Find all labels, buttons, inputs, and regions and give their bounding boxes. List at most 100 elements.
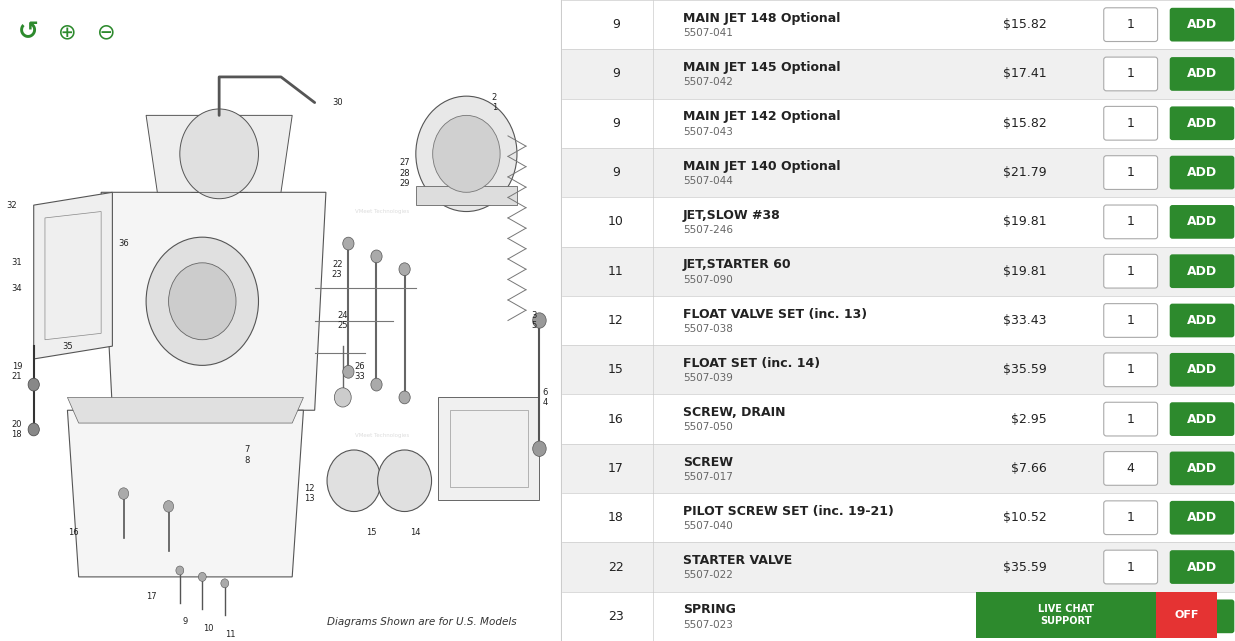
FancyBboxPatch shape — [1170, 403, 1234, 436]
Text: 10: 10 — [608, 215, 624, 228]
FancyBboxPatch shape — [1104, 599, 1157, 633]
FancyBboxPatch shape — [1104, 451, 1157, 485]
Polygon shape — [68, 397, 304, 423]
FancyBboxPatch shape — [1170, 550, 1234, 584]
Bar — [562, 247, 1235, 296]
Text: ⊕: ⊕ — [58, 22, 77, 42]
Text: VMeet Technologies: VMeet Technologies — [209, 209, 263, 214]
Text: 22: 22 — [608, 560, 624, 574]
Text: ADD: ADD — [1187, 215, 1216, 228]
FancyBboxPatch shape — [1104, 8, 1157, 42]
Circle shape — [221, 579, 228, 588]
FancyBboxPatch shape — [1170, 254, 1234, 288]
Circle shape — [163, 501, 174, 512]
Text: $17.41: $17.41 — [1003, 67, 1046, 81]
Text: VMeet Technologies: VMeet Technologies — [96, 209, 151, 214]
Text: 14: 14 — [410, 528, 421, 537]
Text: 1: 1 — [1126, 363, 1135, 376]
Circle shape — [199, 572, 206, 581]
Text: $3.29: $3.29 — [1011, 610, 1046, 623]
Text: 11: 11 — [225, 630, 236, 639]
Text: FLOAT VALVE SET (inc. 13): FLOAT VALVE SET (inc. 13) — [683, 308, 867, 320]
Text: 1: 1 — [1126, 314, 1135, 327]
Text: 22
23: 22 23 — [332, 260, 342, 279]
FancyBboxPatch shape — [1104, 254, 1157, 288]
Text: 15: 15 — [608, 363, 624, 376]
Text: 30: 30 — [332, 98, 342, 107]
Text: 5507-022: 5507-022 — [683, 570, 732, 580]
Text: ADD: ADD — [1187, 67, 1216, 81]
Circle shape — [146, 237, 258, 365]
Circle shape — [28, 423, 40, 436]
Bar — [976, 592, 1156, 638]
Text: VMeet Technologies: VMeet Technologies — [354, 209, 409, 214]
Text: ADD: ADD — [1187, 560, 1216, 574]
Text: OFF: OFF — [1174, 610, 1199, 620]
Text: ADD: ADD — [1187, 18, 1216, 31]
Text: 5507-038: 5507-038 — [683, 324, 732, 334]
Bar — [562, 592, 1235, 641]
Text: 2
1: 2 1 — [492, 93, 498, 112]
FancyBboxPatch shape — [1170, 599, 1234, 633]
Text: 9: 9 — [183, 617, 188, 626]
Text: ADD: ADD — [1187, 314, 1216, 327]
Bar — [562, 99, 1235, 148]
Text: 26
33: 26 33 — [354, 362, 366, 381]
Text: $35.59: $35.59 — [1003, 363, 1046, 376]
Text: 16: 16 — [68, 528, 78, 537]
FancyBboxPatch shape — [1104, 353, 1157, 387]
Text: VMeet Technologies: VMeet Technologies — [354, 433, 409, 438]
Circle shape — [532, 441, 546, 456]
Text: $10.52: $10.52 — [1003, 512, 1046, 524]
Text: 4: 4 — [1126, 462, 1135, 475]
Text: $2.95: $2.95 — [1010, 413, 1046, 426]
Text: 1: 1 — [1126, 67, 1135, 81]
Text: VMeet Technologies: VMeet Technologies — [451, 433, 505, 438]
Text: $35.59: $35.59 — [1003, 560, 1046, 574]
Bar — [562, 49, 1235, 99]
FancyBboxPatch shape — [1104, 205, 1157, 238]
Text: 5507-246: 5507-246 — [683, 225, 734, 235]
Text: 17: 17 — [147, 592, 157, 601]
Text: ADD: ADD — [1187, 512, 1216, 524]
Text: 15: 15 — [366, 528, 377, 537]
FancyBboxPatch shape — [1104, 106, 1157, 140]
Text: ADD: ADD — [1187, 166, 1216, 179]
Text: 9: 9 — [611, 67, 620, 81]
Text: 5507-042: 5507-042 — [683, 78, 732, 87]
Circle shape — [378, 450, 431, 512]
Circle shape — [343, 237, 354, 250]
Circle shape — [119, 488, 128, 499]
Text: 3
5: 3 5 — [531, 311, 536, 330]
Text: 5507-017: 5507-017 — [683, 472, 732, 482]
Text: $33.43: $33.43 — [1003, 314, 1046, 327]
Text: Diagrams Shown are for U.S. Models: Diagrams Shown are for U.S. Models — [326, 617, 516, 627]
Text: 31: 31 — [11, 258, 22, 267]
Text: 5507-044: 5507-044 — [683, 176, 732, 186]
Polygon shape — [68, 410, 304, 577]
Text: ADD: ADD — [1187, 117, 1216, 129]
Bar — [562, 444, 1235, 493]
Text: PILOT SCREW SET (inc. 19-21): PILOT SCREW SET (inc. 19-21) — [683, 505, 894, 518]
Polygon shape — [146, 115, 293, 192]
Text: 5507-023: 5507-023 — [683, 620, 732, 629]
FancyBboxPatch shape — [1170, 156, 1234, 190]
FancyBboxPatch shape — [1104, 403, 1157, 436]
Text: VMeet Technologies: VMeet Technologies — [96, 433, 151, 438]
Text: 6
4: 6 4 — [542, 388, 548, 407]
Circle shape — [399, 263, 410, 276]
Text: 18: 18 — [608, 512, 624, 524]
Circle shape — [175, 566, 184, 575]
Bar — [562, 296, 1235, 345]
FancyBboxPatch shape — [1170, 8, 1234, 42]
Text: MAIN JET 148 Optional: MAIN JET 148 Optional — [683, 12, 841, 25]
Text: SPRING: SPRING — [683, 603, 736, 617]
FancyBboxPatch shape — [1104, 57, 1157, 91]
Text: MAIN JET 145 Optional: MAIN JET 145 Optional — [683, 61, 841, 74]
Circle shape — [370, 250, 382, 263]
Text: FLOAT SET (inc. 14): FLOAT SET (inc. 14) — [683, 357, 820, 370]
Text: 5507-040: 5507-040 — [683, 521, 732, 531]
Polygon shape — [33, 192, 112, 359]
Circle shape — [28, 378, 40, 391]
Text: 5507-090: 5507-090 — [683, 274, 732, 285]
